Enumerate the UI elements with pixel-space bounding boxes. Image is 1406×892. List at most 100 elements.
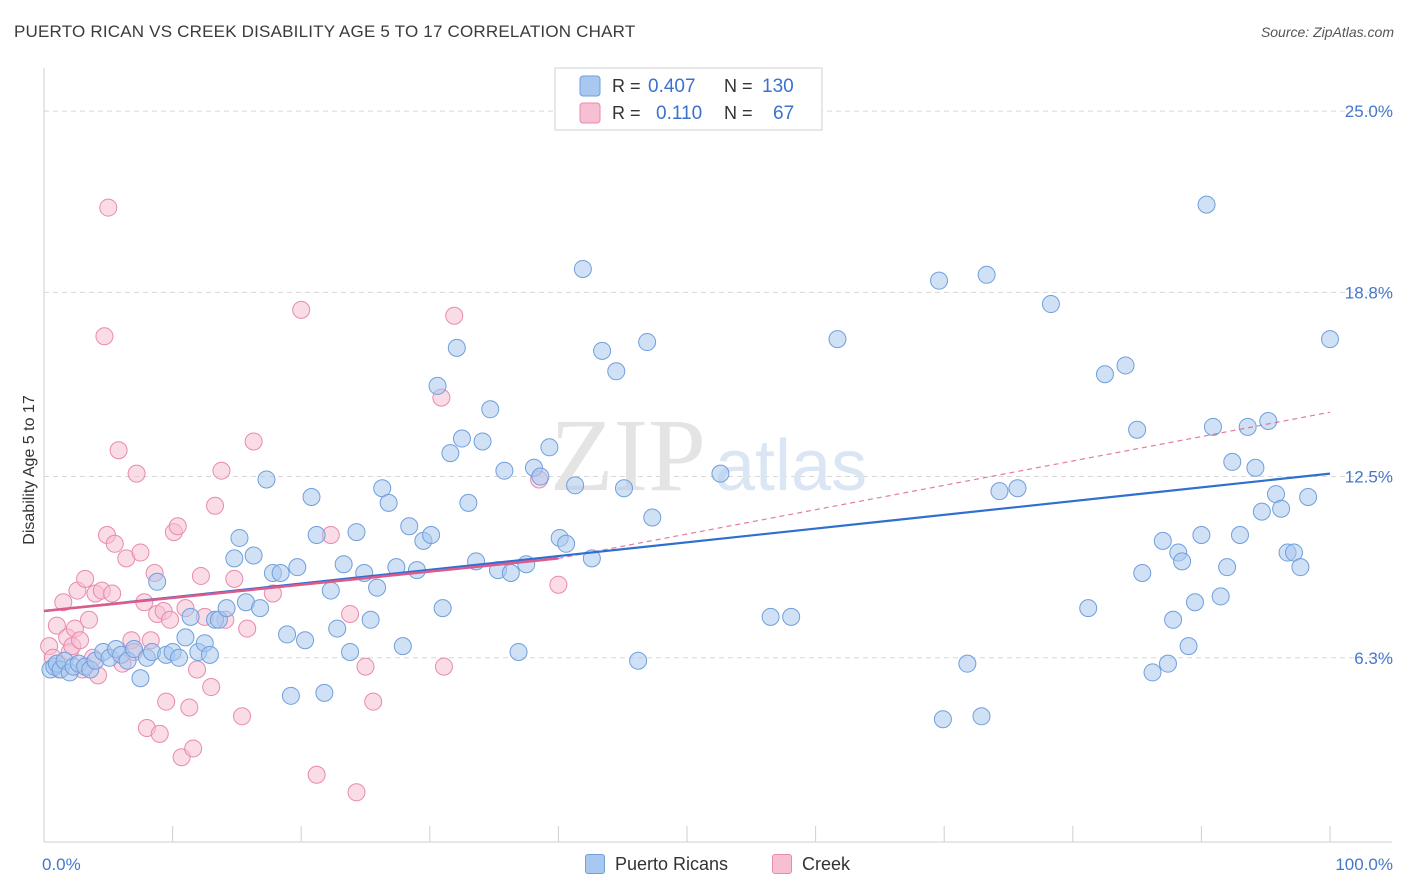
puerto-rican-point-97 <box>958 654 977 673</box>
legend-swatch-creek <box>772 854 792 874</box>
creek-point-57 <box>292 300 311 319</box>
puerto-rican-point-85 <box>593 341 612 360</box>
creek-trend-extension <box>558 411 1331 559</box>
creek-point-13 <box>80 610 99 629</box>
puerto-rican-point-90 <box>643 508 662 527</box>
creek-point-38 <box>161 610 180 629</box>
creek-trend-line <box>43 557 559 613</box>
legend-item-creek: Creek <box>772 852 850 876</box>
creek-point-53 <box>233 707 252 726</box>
trend-lines <box>43 411 1331 613</box>
puerto-rican-point-105 <box>1116 356 1135 375</box>
puerto-rican-point-131 <box>1291 558 1310 577</box>
puerto-rican-point-124 <box>1246 458 1265 477</box>
legend-swatch-puerto-ricans <box>585 854 605 874</box>
creek-point-55 <box>244 432 263 451</box>
puerto-rican-point-37 <box>257 470 276 489</box>
puerto-rican-point-49 <box>334 555 353 574</box>
creek-point-4 <box>54 593 73 612</box>
creek-point-54 <box>238 619 257 638</box>
puerto-rican-point-81 <box>557 534 576 553</box>
puerto-rican-point-89 <box>638 333 657 352</box>
puerto-rican-point-78 <box>531 467 550 486</box>
legend-n-label-blue: N = <box>724 76 753 96</box>
puerto-rican-point-104 <box>1095 365 1114 384</box>
puerto-rican-point-46 <box>315 683 334 702</box>
creek-point-63 <box>364 692 383 711</box>
legend-r-value-pink: 0.110 <box>656 103 702 124</box>
puerto-rican-point-106 <box>1128 420 1147 439</box>
puerto-rican-point-87 <box>614 479 633 498</box>
creek-point-52 <box>225 569 244 588</box>
legend-n-value-blue: 130 <box>762 76 794 97</box>
puerto-rican-point-43 <box>296 631 315 650</box>
creek-point-58 <box>307 765 326 784</box>
creek-point-22 <box>105 534 124 553</box>
creek-point-43 <box>180 698 199 717</box>
watermark: ZIP atlas <box>550 398 867 513</box>
puerto-rican-point-82 <box>566 476 585 495</box>
y-tick-label-3: 25.0% <box>1345 102 1393 121</box>
creek-point-62 <box>356 657 375 676</box>
y-tick-label-0: 6.3% <box>1354 649 1393 668</box>
puerto-rican-point-47 <box>321 581 340 600</box>
creek-point-29 <box>131 543 150 562</box>
legend-item-puerto-ricans: Puerto Ricans <box>585 852 728 876</box>
puerto-rican-point-126 <box>1259 411 1278 430</box>
puerto-rican-point-102 <box>1041 295 1060 314</box>
puerto-rican-point-23 <box>170 648 189 667</box>
puerto-rican-point-59 <box>400 517 419 536</box>
x-tick-label-0: 0.0% <box>42 855 81 874</box>
puerto-rican-point-48 <box>328 619 347 638</box>
puerto-rican-point-84 <box>582 549 601 568</box>
puerto-rican-point-54 <box>368 578 387 597</box>
creek-point-49 <box>206 496 225 515</box>
puerto-rican-point-114 <box>1179 637 1198 656</box>
creek-point-21 <box>103 584 122 603</box>
puerto-rican-point-92 <box>761 607 780 626</box>
puerto-rican-point-93 <box>782 607 801 626</box>
creek-point-44 <box>184 739 203 758</box>
puerto-rican-point-121 <box>1223 452 1242 471</box>
puerto-rican-point-99 <box>977 265 996 284</box>
legend-swatch-pink <box>579 102 601 124</box>
puerto-rican-point-101 <box>1008 479 1027 498</box>
puerto-rican-point-35 <box>244 546 263 565</box>
puerto-rican-point-53 <box>361 610 380 629</box>
puerto-rican-point-63 <box>428 376 447 395</box>
creek-point-60 <box>341 604 360 623</box>
creek-point-20 <box>99 198 118 217</box>
x-tick-label-1: 100.0% <box>1335 855 1393 874</box>
grid-layer <box>44 110 1392 659</box>
puerto-rican-point-58 <box>393 637 412 656</box>
puerto-rican-point-100 <box>990 482 1009 501</box>
legend-label-creek: Creek <box>802 853 851 874</box>
puerto-rican-point-110 <box>1158 654 1177 673</box>
chart-source: Source: ZipAtlas.com <box>1260 24 1394 40</box>
puerto-rican-point-117 <box>1197 195 1216 214</box>
puerto-rican-point-108 <box>1143 663 1162 682</box>
puerto-rican-point-16 <box>125 640 144 659</box>
puerto-rican-point-31 <box>217 599 236 618</box>
puerto-rican-point-20 <box>148 572 167 591</box>
puerto-rican-point-120 <box>1218 558 1237 577</box>
creek-point-37 <box>157 692 176 711</box>
puerto-rican-point-74 <box>501 564 520 583</box>
creek-point-28 <box>127 464 146 483</box>
puerto-rican-point-88 <box>629 651 648 670</box>
puerto-rican-point-36 <box>251 599 270 618</box>
puerto-rican-point-24 <box>176 628 195 647</box>
puerto-rican-point-109 <box>1153 531 1172 550</box>
puerto-rican-point-75 <box>509 642 528 661</box>
puerto-rican-point-67 <box>452 429 471 448</box>
puerto-rican-point-116 <box>1192 526 1211 545</box>
puerto-rican-point-125 <box>1252 502 1271 521</box>
puerto-rican-point-94 <box>828 330 847 349</box>
y-axis-label: Disability Age 5 to 17 <box>21 395 38 545</box>
puerto-rican-point-25 <box>181 607 200 626</box>
creek-point-46 <box>191 566 210 585</box>
puerto-rican-point-132 <box>1299 488 1318 507</box>
puerto-rican-point-39 <box>271 564 290 583</box>
puerto-rican-point-95 <box>930 271 949 290</box>
watermark-atlas: atlas <box>715 426 867 506</box>
